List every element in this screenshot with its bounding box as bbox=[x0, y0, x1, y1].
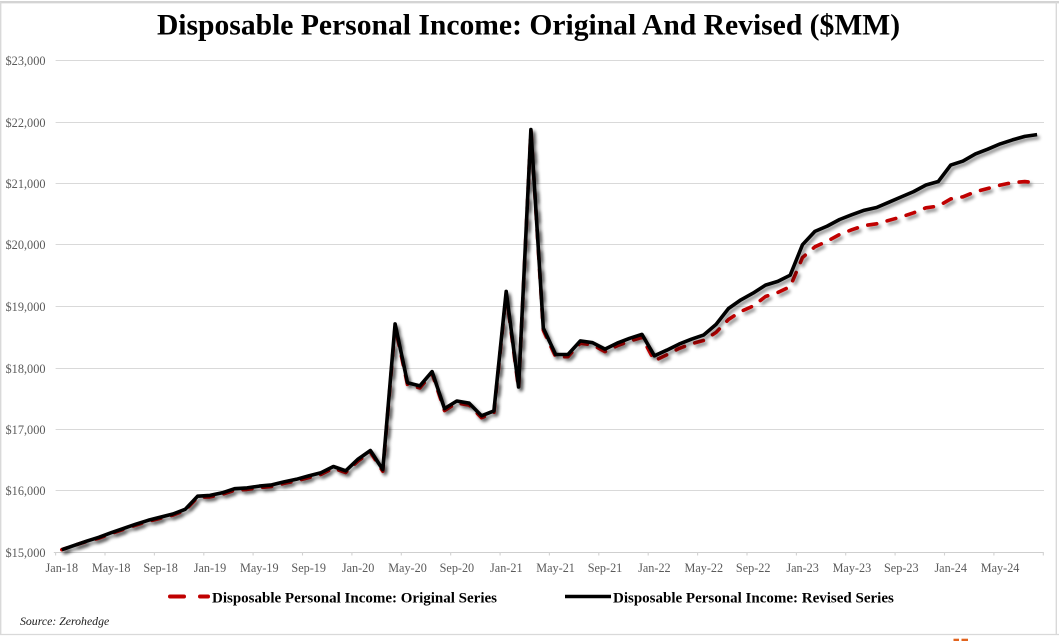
svg-text:Jan-24: Jan-24 bbox=[934, 561, 967, 575]
svg-text:Jan-23: Jan-23 bbox=[786, 561, 819, 575]
svg-text:$17,000: $17,000 bbox=[6, 423, 46, 437]
svg-text:May-18: May-18 bbox=[92, 561, 131, 575]
svg-text:$15,000: $15,000 bbox=[6, 546, 46, 560]
svg-text:$21,000: $21,000 bbox=[6, 177, 46, 191]
svg-text:$20,000: $20,000 bbox=[6, 238, 46, 252]
svg-text:May-23: May-23 bbox=[833, 561, 872, 575]
svg-text:Disposable Personal Income: Or: Disposable Personal Income: Original And… bbox=[157, 10, 900, 42]
svg-text:May-21: May-21 bbox=[536, 561, 575, 575]
svg-text:Disposable Personal Income: Or: Disposable Personal Income: Original Ser… bbox=[212, 591, 497, 607]
svg-text:Jan-19: Jan-19 bbox=[194, 561, 227, 575]
svg-text:$19,000: $19,000 bbox=[6, 300, 46, 314]
svg-text:Sep-20: Sep-20 bbox=[440, 561, 475, 575]
svg-text:Sep-22: Sep-22 bbox=[736, 561, 771, 575]
svg-text:May-20: May-20 bbox=[388, 561, 427, 575]
svg-text:Sep-23: Sep-23 bbox=[884, 561, 919, 575]
svg-text:Sep-18: Sep-18 bbox=[143, 561, 178, 575]
svg-text:Sep-21: Sep-21 bbox=[588, 561, 623, 575]
svg-text:Jan-20: Jan-20 bbox=[342, 561, 375, 575]
svg-text:Jan-22: Jan-22 bbox=[638, 561, 671, 575]
svg-text:$23,000: $23,000 bbox=[6, 54, 46, 68]
svg-text:Jan-21: Jan-21 bbox=[490, 561, 523, 575]
svg-text:$16,000: $16,000 bbox=[6, 484, 46, 498]
svg-text:May-19: May-19 bbox=[240, 561, 279, 575]
svg-text:Source: Zerohedge: Source: Zerohedge bbox=[20, 614, 109, 628]
svg-text:Jan-18: Jan-18 bbox=[46, 561, 79, 575]
svg-text:Sep-19: Sep-19 bbox=[291, 561, 326, 575]
svg-text:May-24: May-24 bbox=[981, 561, 1020, 575]
svg-text:Disposable Personal Income: Re: Disposable Personal Income: Revised Seri… bbox=[613, 591, 894, 607]
svg-text:$22,000: $22,000 bbox=[6, 116, 46, 130]
svg-text:$18,000: $18,000 bbox=[6, 362, 46, 376]
svg-text:May-22: May-22 bbox=[685, 561, 724, 575]
